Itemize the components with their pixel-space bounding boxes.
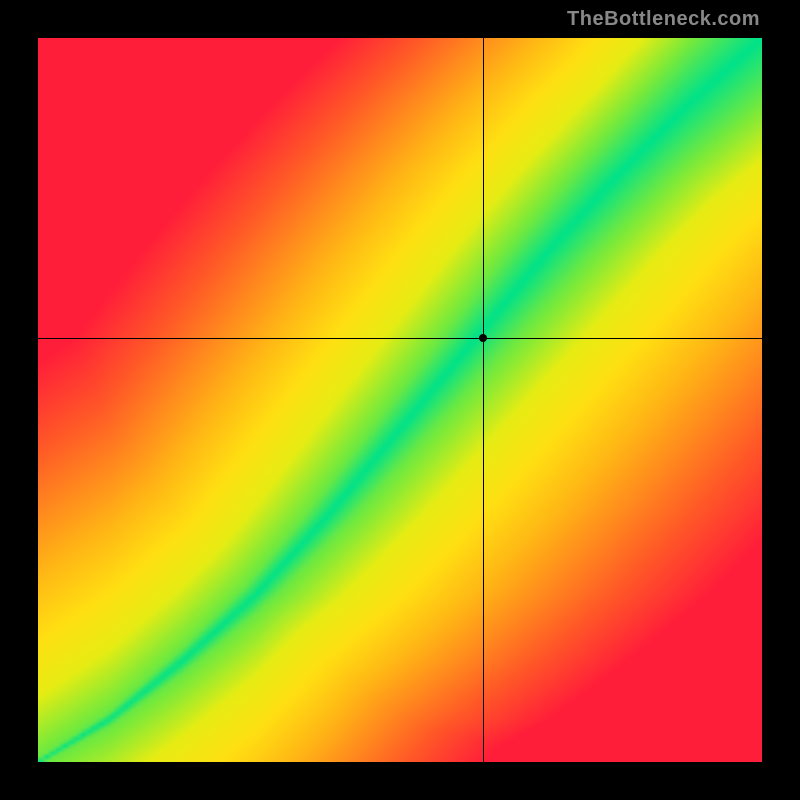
chart-container: TheBottleneck.com <box>0 0 800 800</box>
crosshair-marker <box>479 334 487 342</box>
crosshair-vertical <box>483 38 484 762</box>
heatmap-canvas <box>38 38 762 762</box>
watermark-text: TheBottleneck.com <box>567 8 760 31</box>
plot-area <box>38 38 762 762</box>
crosshair-horizontal <box>38 338 762 339</box>
